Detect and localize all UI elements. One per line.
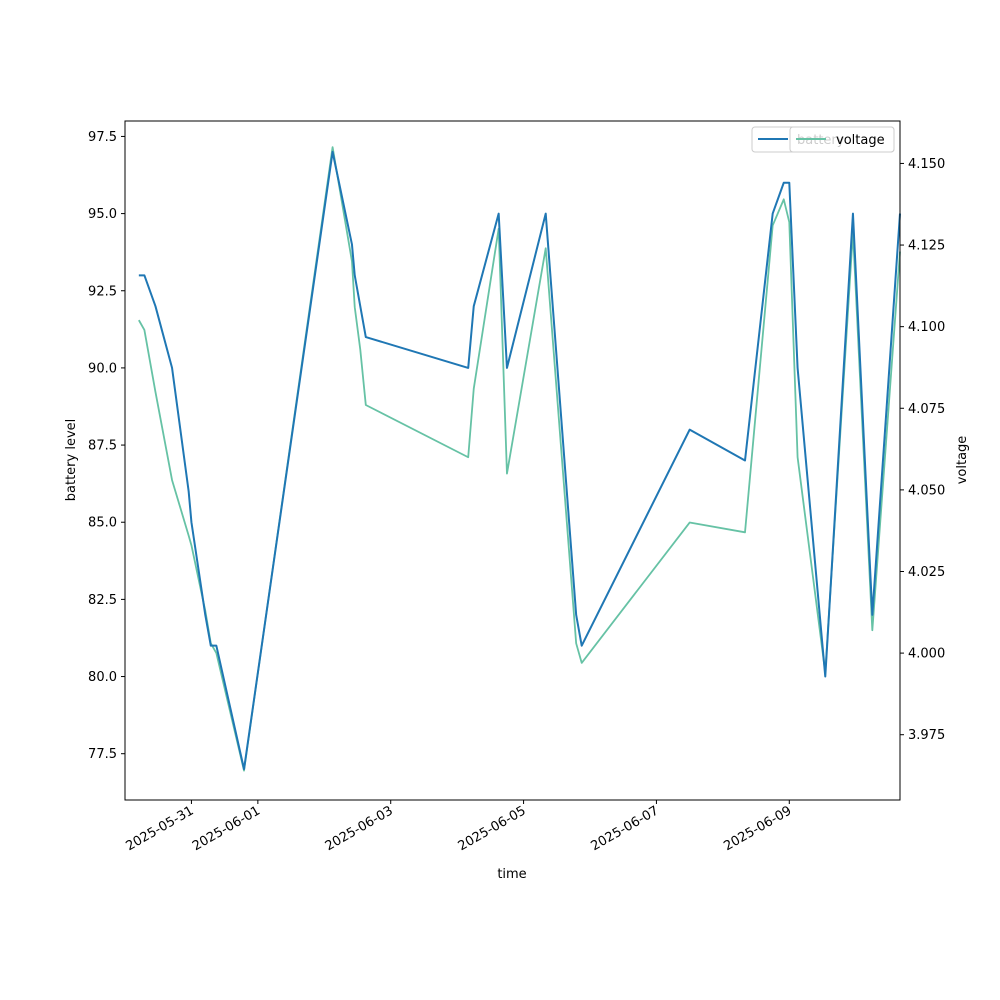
left-tick-label: 85.0 (88, 516, 117, 531)
left-tick-label: 90.0 (88, 361, 117, 376)
series-line-voltage (138, 146, 901, 772)
right-tick-label: 3.975 (908, 728, 945, 743)
right-tick-label: 4.125 (908, 239, 945, 254)
series-line-battery (138, 150, 901, 771)
left-tick-label: 97.5 (88, 130, 117, 145)
left-tick-label: 80.0 (88, 670, 117, 685)
right-tick-label: 4.100 (908, 320, 945, 335)
right-y-axis-title: voltage (955, 436, 970, 485)
right-tick-label: 4.000 (908, 647, 945, 662)
right-y-axis: 3.975 4.000 4.025 4.050 4.075 4.100 4.125 4.150 (900, 157, 945, 743)
left-tick-label: 77.5 (88, 747, 117, 762)
left-y-axis-title: battery level (64, 419, 79, 502)
left-tick-label: 92.5 (88, 284, 117, 299)
left-tick-label: 95.0 (88, 207, 117, 222)
legend-voltage: voltage (789, 126, 895, 153)
right-tick-label: 4.075 (908, 402, 945, 417)
right-tick-label: 4.050 (908, 483, 945, 498)
right-tick-label: 4.150 (908, 157, 945, 172)
left-tick-label: 87.5 (88, 439, 117, 454)
left-tick-label: 82.5 (88, 593, 117, 608)
legend-voltage-box (789, 126, 895, 153)
x-axis-title: time (497, 867, 526, 882)
left-y-axis: 77.5 80.0 82.5 85.0 87.5 90.0 92.5 95.0 97.5 (88, 130, 125, 762)
series-layer (138, 146, 901, 772)
plot-frame (124, 120, 901, 801)
right-tick-label: 4.025 (908, 565, 945, 580)
legend-voltage-label: voltage (836, 133, 885, 148)
